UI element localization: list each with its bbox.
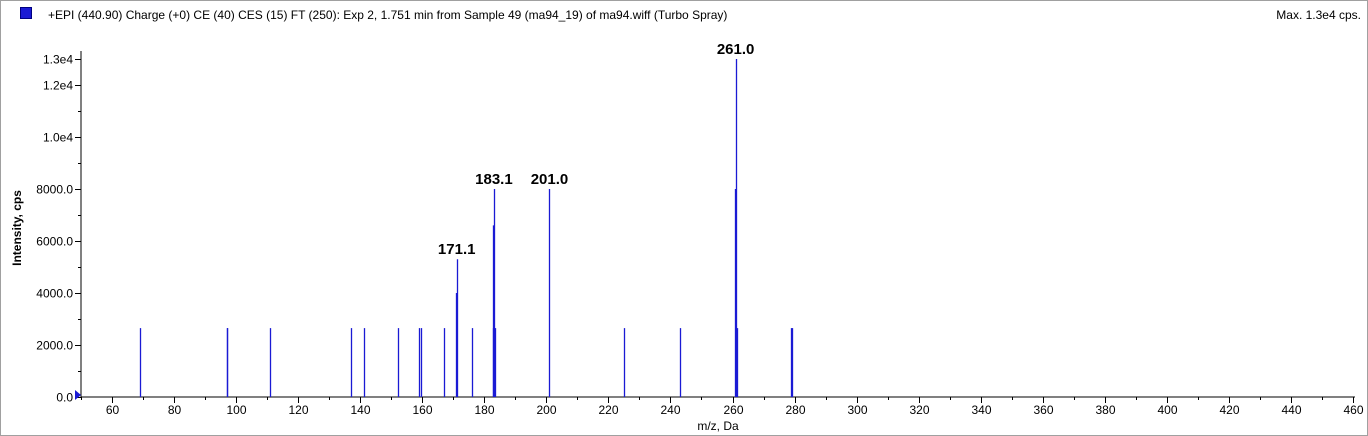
- y-tick-label: 4000.0: [36, 287, 73, 301]
- y-tick-label: 8000.0: [36, 183, 73, 197]
- x-axis-title: m/z, Da: [697, 419, 739, 433]
- x-tick-label: 200: [536, 403, 556, 417]
- y-tick-label: 1.2e4: [43, 79, 73, 93]
- y-tick-label: 1.0e4: [43, 131, 73, 145]
- peak-label: 183.1: [475, 171, 513, 188]
- peak-labels: 171.1 183.1 201.0 261.0: [438, 41, 754, 258]
- y-tick-label: 2000.0: [36, 339, 73, 353]
- x-tick-label: 100: [226, 403, 246, 417]
- axis-origin-marker[interactable]: [75, 390, 81, 400]
- y-axis: 0.0 2000.0 4000.0 6000.0 8000.0 1.0e4 1.2e4 1.3…: [36, 51, 82, 405]
- y-axis-title: Intensity, cps: [10, 190, 24, 266]
- peak-label: 171.1: [438, 241, 476, 258]
- x-tick-label: 360: [1033, 403, 1053, 417]
- series-legend-swatch[interactable]: [20, 7, 32, 19]
- peak-label: 261.0: [717, 41, 755, 58]
- x-tick-label: 180: [474, 403, 494, 417]
- x-tick-label: 300: [847, 403, 867, 417]
- peak-series: [139, 59, 794, 397]
- x-tick-label: 420: [1219, 403, 1239, 417]
- y-tick-label: 1.3e4: [43, 53, 73, 67]
- x-tick-label: 80: [168, 403, 182, 417]
- x-tick-label: 240: [660, 403, 680, 417]
- x-tick-label: 380: [1095, 403, 1115, 417]
- peak-label: 201.0: [531, 171, 569, 188]
- x-tick-label: 320: [909, 403, 929, 417]
- x-tick-label: 120: [288, 403, 308, 417]
- x-tick-label: 400: [1157, 403, 1177, 417]
- x-tick-label: 60: [106, 403, 120, 417]
- x-tick-label: 340: [971, 403, 991, 417]
- x-tick-label: 440: [1281, 403, 1301, 417]
- x-tick-label: 460: [1343, 403, 1363, 417]
- x-axis: 60 80 100 120 140 160 180 200 220 240 260 280 300 320…: [81, 396, 1364, 417]
- spectrum-header: +EPI (440.90) Charge (+0) CE (40) CES (1…: [1, 1, 1367, 29]
- spectrum-title: +EPI (440.90) Charge (+0) CE (40) CES (1…: [48, 8, 728, 22]
- x-tick-label: 260: [723, 403, 743, 417]
- x-tick-label: 280: [785, 403, 805, 417]
- x-tick-label: 160: [412, 403, 432, 417]
- x-tick-label: 220: [598, 403, 618, 417]
- y-tick-label: 0.0: [56, 391, 73, 405]
- x-tick-label: 140: [350, 403, 370, 417]
- y-tick-label: 6000.0: [36, 235, 73, 249]
- max-intensity-label: Max. 1.3e4 cps.: [1276, 8, 1361, 22]
